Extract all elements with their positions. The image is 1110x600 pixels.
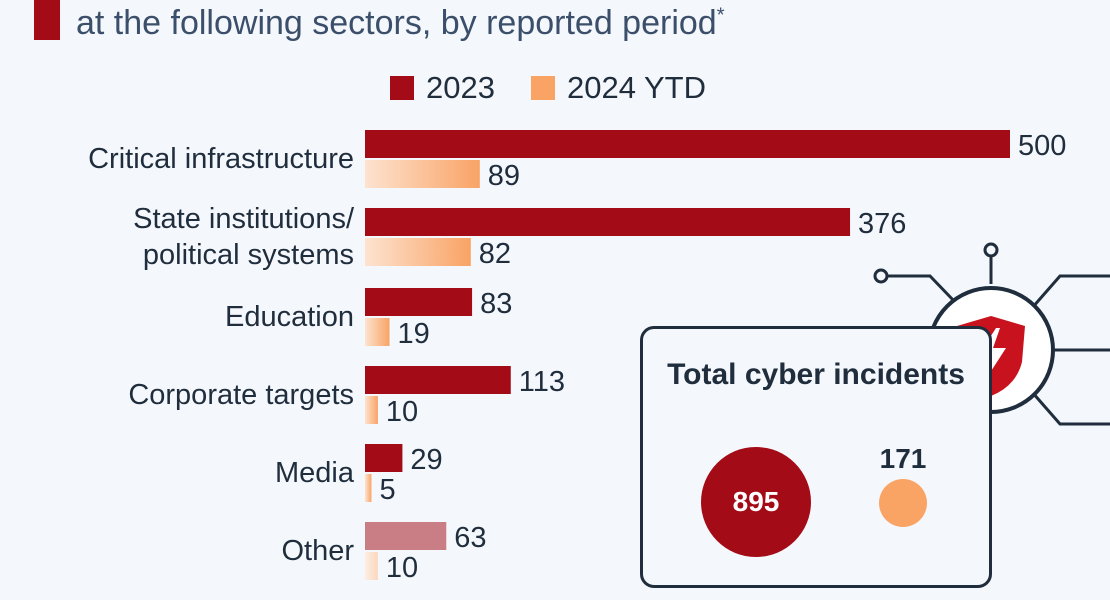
data-label-2024-0: 89 (488, 160, 520, 192)
legend-swatch-2023 (390, 76, 414, 100)
data-label-2023-3: 113 (519, 366, 565, 398)
total-2023-circle: 895 (701, 447, 811, 557)
bar-2024-5 (365, 552, 378, 580)
legend-label-2023: 2023 (426, 70, 495, 105)
data-label-2024-2: 19 (398, 318, 430, 350)
data-label-2023-0: 500 (1018, 130, 1066, 162)
legend-item-2024: 2024 YTD (530, 70, 706, 106)
category-label: Critical infrastructure (88, 143, 354, 175)
bar-2023-3 (365, 366, 511, 394)
bar-2023-2 (365, 288, 473, 316)
bar-2023-4 (365, 444, 403, 472)
legend-swatch-2024 (530, 76, 555, 100)
bar-2024-4 (365, 474, 372, 502)
data-label-2023-1: 376 (858, 208, 906, 240)
chart-title: at the following sectors, by reported pe… (76, 4, 725, 42)
bar-2024-1 (365, 238, 471, 266)
legend-label-2024: 2024 YTD (566, 70, 706, 105)
category-label: Other (281, 535, 354, 567)
data-label-2024-3: 10 (386, 396, 418, 428)
chart-legend: 2023 2024 YTD (390, 70, 706, 106)
total-2023-value: 895 (732, 486, 780, 517)
data-label-2024-1: 82 (479, 238, 511, 270)
category-label: Media (275, 457, 355, 489)
total-2024-value: 171 (879, 443, 927, 474)
category-label: Education (225, 301, 354, 333)
category-label: State institutions/ (133, 203, 355, 235)
title-accent-bar (34, 0, 60, 40)
data-label-2023-2: 83 (480, 288, 512, 320)
total-incidents-box: Total cyber incidents 895 171 (640, 326, 992, 588)
bar-2023-5 (365, 522, 447, 550)
data-label-2023-5: 63 (454, 522, 486, 554)
legend-item-2023: 2023 (390, 70, 495, 106)
category-label: political systems (143, 239, 354, 271)
total-2024-circle (879, 479, 927, 527)
category-label: Corporate targets (128, 379, 354, 411)
total-incidents-title: Total cyber incidents (667, 358, 965, 391)
bar-2024-2 (365, 318, 390, 346)
bar-2024-0 (365, 160, 480, 188)
data-label-2024-5: 10 (386, 552, 418, 584)
data-label-2024-4: 5 (379, 474, 395, 506)
bar-2023-1 (365, 208, 851, 236)
bar-2023-0 (365, 130, 1010, 158)
data-label-2023-4: 29 (410, 444, 442, 476)
bar-2024-3 (365, 396, 378, 424)
